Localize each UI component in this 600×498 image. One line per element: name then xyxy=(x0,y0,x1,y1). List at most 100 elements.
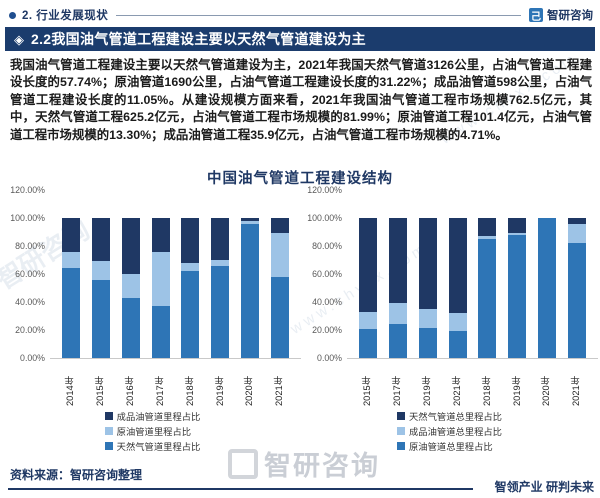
bar-segment[interactable] xyxy=(508,232,527,235)
bar-segment[interactable] xyxy=(359,218,377,312)
bar-segment[interactable] xyxy=(359,311,377,329)
bar-segment[interactable] xyxy=(151,306,170,358)
stacked-bar[interactable] xyxy=(91,218,110,358)
stacked-bar[interactable] xyxy=(567,218,586,358)
chart-pipeline-length-structure: 120.00% 100.00% 80.00% 60.00% 40.00% 20.00% 0.… xyxy=(4,185,301,453)
bar-segment[interactable] xyxy=(181,271,200,358)
bar-segment[interactable] xyxy=(418,327,437,358)
bullet-icon xyxy=(9,11,16,19)
y-axis-tick: 60.00% xyxy=(15,269,45,279)
stacked-bar[interactable] xyxy=(388,218,407,358)
bar-segment[interactable] xyxy=(567,243,586,358)
x-axis-label: 2017年 xyxy=(392,376,403,406)
bar-segment[interactable] xyxy=(508,234,527,358)
bar-segment[interactable] xyxy=(448,331,467,358)
bar-segment[interactable] xyxy=(448,218,467,314)
body-paragraph: 我国油气管道工程建设主要以天然气管道建设为主，2021年我国天然气管道3126公… xyxy=(10,58,592,142)
charts-area: 120.00% 100.00% 80.00% 60.00% 40.00% 20.00% 0.… xyxy=(4,185,598,453)
bar-segment[interactable] xyxy=(359,328,377,358)
stacked-bar[interactable] xyxy=(211,218,230,358)
stacked-bar[interactable] xyxy=(121,218,140,358)
legend-label: 成品油管道里程占比 xyxy=(116,412,201,422)
bar-segment[interactable] xyxy=(538,218,557,358)
bar-segment[interactable] xyxy=(211,260,230,266)
stacked-bar[interactable] xyxy=(151,218,170,358)
bar-segment[interactable] xyxy=(270,218,289,234)
y-axis: 120.00% 100.00% 80.00% 60.00% 40.00% 20.00% 0.… xyxy=(301,185,347,363)
legend-swatch-icon xyxy=(104,442,113,450)
bar-segment[interactable] xyxy=(211,265,230,358)
bar-segment[interactable] xyxy=(62,251,80,269)
legend-item: 原油管道总里程占比 xyxy=(397,439,502,453)
bar-segment[interactable] xyxy=(181,218,200,263)
bar-segment[interactable] xyxy=(121,218,140,275)
y-axis-tick: 120.00% xyxy=(10,185,45,195)
brand-logo-text: 智研咨询 xyxy=(547,10,593,22)
y-axis-tick: 80.00% xyxy=(15,241,45,251)
brand-logo-icon: 己 xyxy=(529,8,543,23)
bar-segment[interactable] xyxy=(448,313,467,332)
bar-segment[interactable] xyxy=(241,223,260,358)
legend-item: 原油管道里程占比 xyxy=(104,424,201,438)
bar-segment[interactable] xyxy=(270,277,289,358)
bar-segment[interactable] xyxy=(62,268,80,358)
stacked-bar[interactable] xyxy=(270,218,289,358)
y-axis-tick: 20.00% xyxy=(312,325,342,335)
bar-segment[interactable] xyxy=(418,309,437,328)
stacked-bar[interactable] xyxy=(241,218,260,358)
bar-segment[interactable] xyxy=(508,218,527,233)
brand-logo[interactable]: 己 智研咨询 xyxy=(529,7,593,23)
bar-segment[interactable] xyxy=(121,274,140,298)
stacked-bar[interactable] xyxy=(508,218,527,358)
bar-segment[interactable] xyxy=(388,303,407,325)
bar-segment[interactable] xyxy=(151,251,170,307)
legend-item: 天然气管道总里程占比 xyxy=(397,409,502,423)
section-label: 2. 行业发展现状 xyxy=(22,10,109,22)
legend-swatch-icon xyxy=(397,442,405,450)
x-axis: 2015年 2017年 2019年 2021年 2018年 2019年 2020年 2021年 xyxy=(347,362,598,406)
x-axis-label: 2015年 xyxy=(95,376,106,406)
y-axis-tick: 80.00% xyxy=(312,241,342,251)
x-axis-label: 2020年 xyxy=(541,376,552,406)
stacked-bar[interactable] xyxy=(359,218,377,358)
stacked-bar[interactable] xyxy=(448,218,467,358)
x-axis-label: 2018年 xyxy=(481,376,492,406)
footer-divider xyxy=(8,488,473,490)
bar-segment[interactable] xyxy=(91,218,110,262)
bar-segment[interactable] xyxy=(181,262,200,272)
stacked-bar[interactable] xyxy=(418,218,437,358)
x-axis-label: 2014年 xyxy=(65,376,76,406)
y-axis: 120.00% 100.00% 80.00% 60.00% 40.00% 20.00% 0.… xyxy=(4,185,50,363)
bar-segment[interactable] xyxy=(567,218,586,225)
bar-segment[interactable] xyxy=(241,218,260,221)
stacked-bar[interactable] xyxy=(478,218,497,358)
bar-segment[interactable] xyxy=(270,233,289,278)
x-axis-label: 2016年 xyxy=(125,376,136,406)
bar-segment[interactable] xyxy=(567,224,586,244)
bar-segment[interactable] xyxy=(91,261,110,280)
chart-legend: 天然气管道总里程占比 成品油管道总里程占比 原油管道总里程占比 xyxy=(397,409,502,453)
stacked-bar[interactable] xyxy=(538,218,557,358)
diamond-icon: ◈ xyxy=(14,31,24,47)
bar-segment[interactable] xyxy=(62,218,80,252)
x-axis-label: 2017年 xyxy=(154,376,165,406)
bar-segment[interactable] xyxy=(91,279,110,358)
bar-segment[interactable] xyxy=(211,218,230,261)
x-axis-label: 2018年 xyxy=(184,376,195,406)
stacked-bar[interactable] xyxy=(62,218,80,358)
bar-segment[interactable] xyxy=(388,324,407,358)
bar-segment[interactable] xyxy=(121,297,140,358)
bar-segment[interactable] xyxy=(478,235,497,239)
legend-swatch-icon xyxy=(397,427,405,435)
y-axis-tick: 120.00% xyxy=(307,185,342,195)
y-axis-tick: 0.00% xyxy=(317,353,342,363)
legend-item: 天然气管道里程占比 xyxy=(104,439,200,453)
bar-segment[interactable] xyxy=(388,218,407,304)
bar-segment[interactable] xyxy=(478,218,497,236)
bar-segment[interactable] xyxy=(151,218,170,252)
bar-segment[interactable] xyxy=(478,239,497,358)
section-title-bar: ◈ 2.2我国油气管道工程建设主要以天然气管道建设为主 xyxy=(5,27,595,51)
bar-segment[interactable] xyxy=(418,218,437,310)
stacked-bar[interactable] xyxy=(181,218,200,358)
bar-segment[interactable] xyxy=(241,220,260,224)
